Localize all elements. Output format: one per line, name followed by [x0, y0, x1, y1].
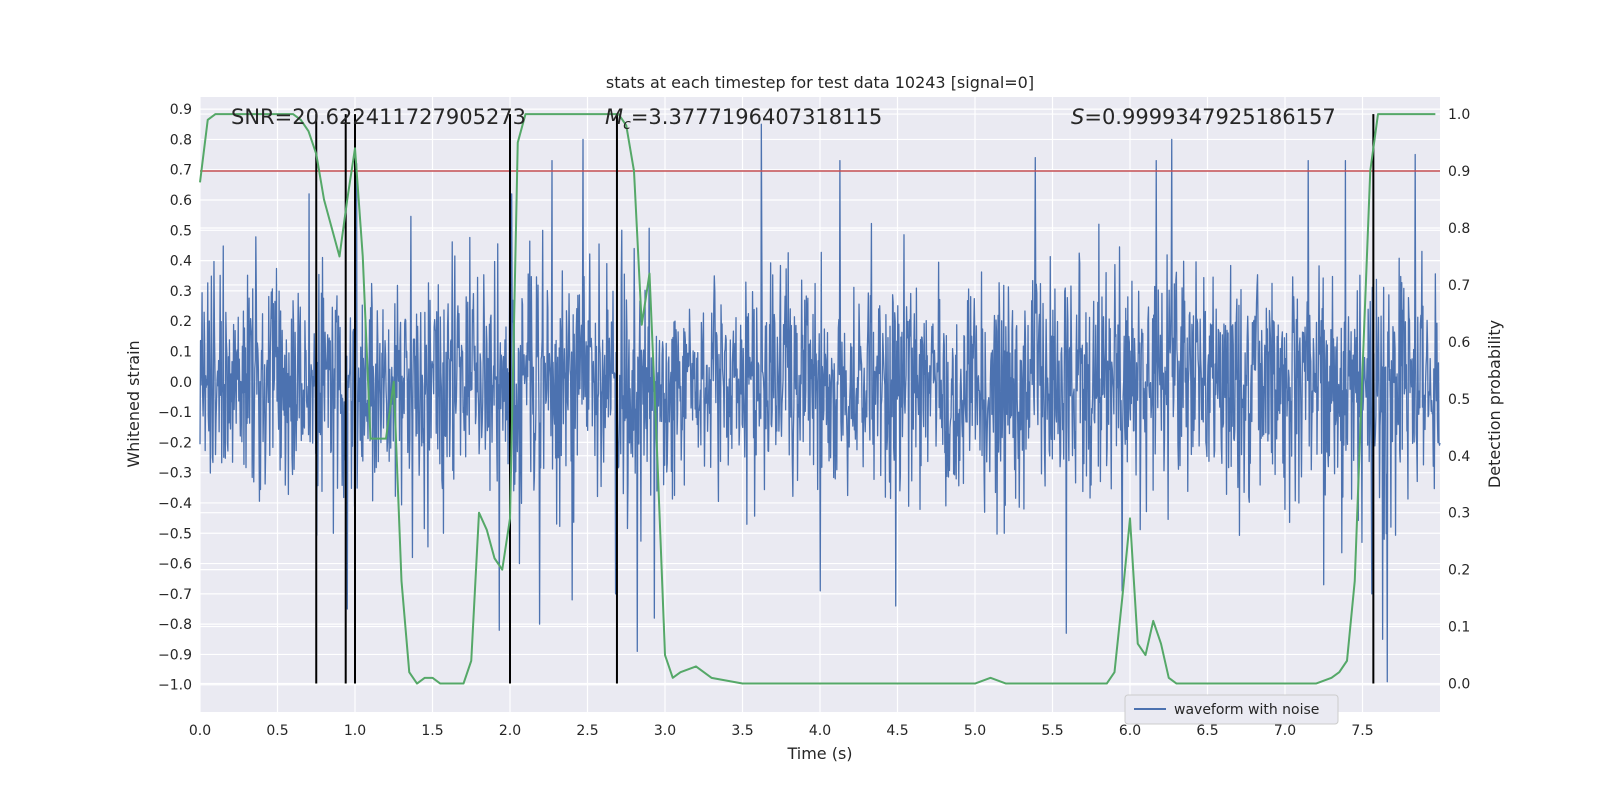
y-right-tick-label: 0.5 — [1448, 392, 1470, 408]
x-tick-label: 1.0 — [344, 723, 366, 739]
y-left-tick-label: −0.4 — [158, 496, 192, 512]
noise-waveform — [199, 123, 1441, 683]
x-tick-label: 0.0 — [189, 723, 211, 739]
x-tick-label: 3.0 — [654, 723, 676, 739]
chart-title: stats at each timestep for test data 102… — [606, 73, 1034, 92]
probability-curve — [199, 113, 1436, 685]
y-left-tick-label: 0.7 — [170, 163, 192, 179]
x-tick-label: 2.0 — [499, 723, 521, 739]
y-right-axis-label: Detection probability — [1485, 320, 1504, 488]
noise-waveform-line — [199, 123, 1441, 683]
x-axis-ticks: 0.0 0.5 1.0 1.5 2.0 2.5 3.0 3.5 4.0 4.5 5.0 5.5 6.0 6… — [189, 723, 1374, 739]
y-left-tick-label: −0.3 — [158, 466, 192, 482]
y-right-tick-label: 1.0 — [1448, 107, 1470, 123]
y-left-axis-label: Whitened strain — [124, 340, 143, 467]
y-left-tick-label: −0.1 — [158, 405, 192, 421]
chirp-mass-value: =3.3777196407318115 — [631, 105, 882, 129]
legend-label: waveform with noise — [1174, 702, 1319, 718]
x-tick-label: 0.5 — [266, 723, 288, 739]
y-right-axis-ticks: 0.0 0.1 0.2 0.3 0.4 0.5 0.6 0.7 0.8 0.9 1.0 — [1448, 107, 1470, 692]
y-left-tick-label: 0.4 — [170, 254, 192, 270]
y-left-tick-label: 0.3 — [170, 284, 192, 300]
y-left-tick-label: 0.9 — [170, 102, 192, 118]
y-left-tick-label: 0.5 — [170, 223, 192, 239]
x-tick-label: 7.0 — [1274, 723, 1296, 739]
s-symbol: S — [1071, 105, 1084, 129]
y-right-tick-label: 0.8 — [1448, 221, 1470, 237]
y-left-axis-ticks: 0.9 0.8 0.7 0.6 0.5 0.4 0.3 0.2 0.1 0.0 −0.1 −0.2 −0… — [158, 102, 192, 694]
x-tick-label: 2.5 — [576, 723, 598, 739]
y-right-tick-label: 0.6 — [1448, 335, 1470, 351]
y-right-tick-label: 0.2 — [1448, 563, 1470, 579]
y-left-tick-label: −0.2 — [158, 435, 192, 451]
y-right-tick-label: 0.4 — [1448, 449, 1470, 465]
y-right-tick-label: 0.3 — [1448, 506, 1470, 522]
x-tick-label: 7.5 — [1351, 723, 1373, 739]
snr-annotation: SNR=20.622411727905273 — [231, 105, 526, 129]
chirp-mass-symbol: M — [605, 105, 623, 129]
y-left-tick-label: 0.2 — [170, 314, 192, 330]
x-tick-label: 4.0 — [809, 723, 831, 739]
y-right-tick-label: 0.1 — [1448, 620, 1470, 636]
legend: waveform with noise — [1124, 694, 1339, 725]
y-left-tick-label: −0.5 — [158, 526, 192, 542]
x-tick-label: 5.5 — [1041, 723, 1063, 739]
y-left-tick-label: −1.0 — [158, 678, 192, 694]
y-left-tick-label: 0.1 — [170, 344, 192, 360]
y-left-tick-label: 0.8 — [170, 132, 192, 148]
chirp-mass-annotation: Mc=3.3777196407318115 — [605, 105, 882, 133]
y-left-tick-label: 0.6 — [170, 193, 192, 209]
probability-curve-group — [199, 113, 1436, 685]
y-left-tick-label: −0.9 — [158, 647, 192, 663]
y-right-tick-label: 0.7 — [1448, 278, 1470, 294]
legend-box — [1124, 694, 1339, 725]
x-axis-label: Time (s) — [786, 744, 852, 763]
y-left-tick-label: 0.0 — [170, 375, 192, 391]
y-right-tick-label: 0.0 — [1448, 677, 1470, 693]
s-annotation: S=0.9999347925186157 — [1071, 105, 1336, 129]
x-tick-label: 6.5 — [1196, 723, 1218, 739]
y-left-tick-label: −0.7 — [158, 587, 192, 603]
x-tick-label: 1.5 — [421, 723, 443, 739]
x-tick-label: 5.0 — [964, 723, 986, 739]
x-tick-label: 6.0 — [1119, 723, 1141, 739]
y-right-tick-label: 0.9 — [1448, 164, 1470, 180]
x-tick-label: 3.5 — [731, 723, 753, 739]
y-left-tick-label: −0.6 — [158, 557, 192, 573]
y-left-tick-label: −0.8 — [158, 617, 192, 633]
chirp-mass-subscript: c — [623, 117, 631, 133]
x-tick-label: 4.5 — [886, 723, 908, 739]
s-value: =0.9999347925186157 — [1084, 105, 1335, 129]
